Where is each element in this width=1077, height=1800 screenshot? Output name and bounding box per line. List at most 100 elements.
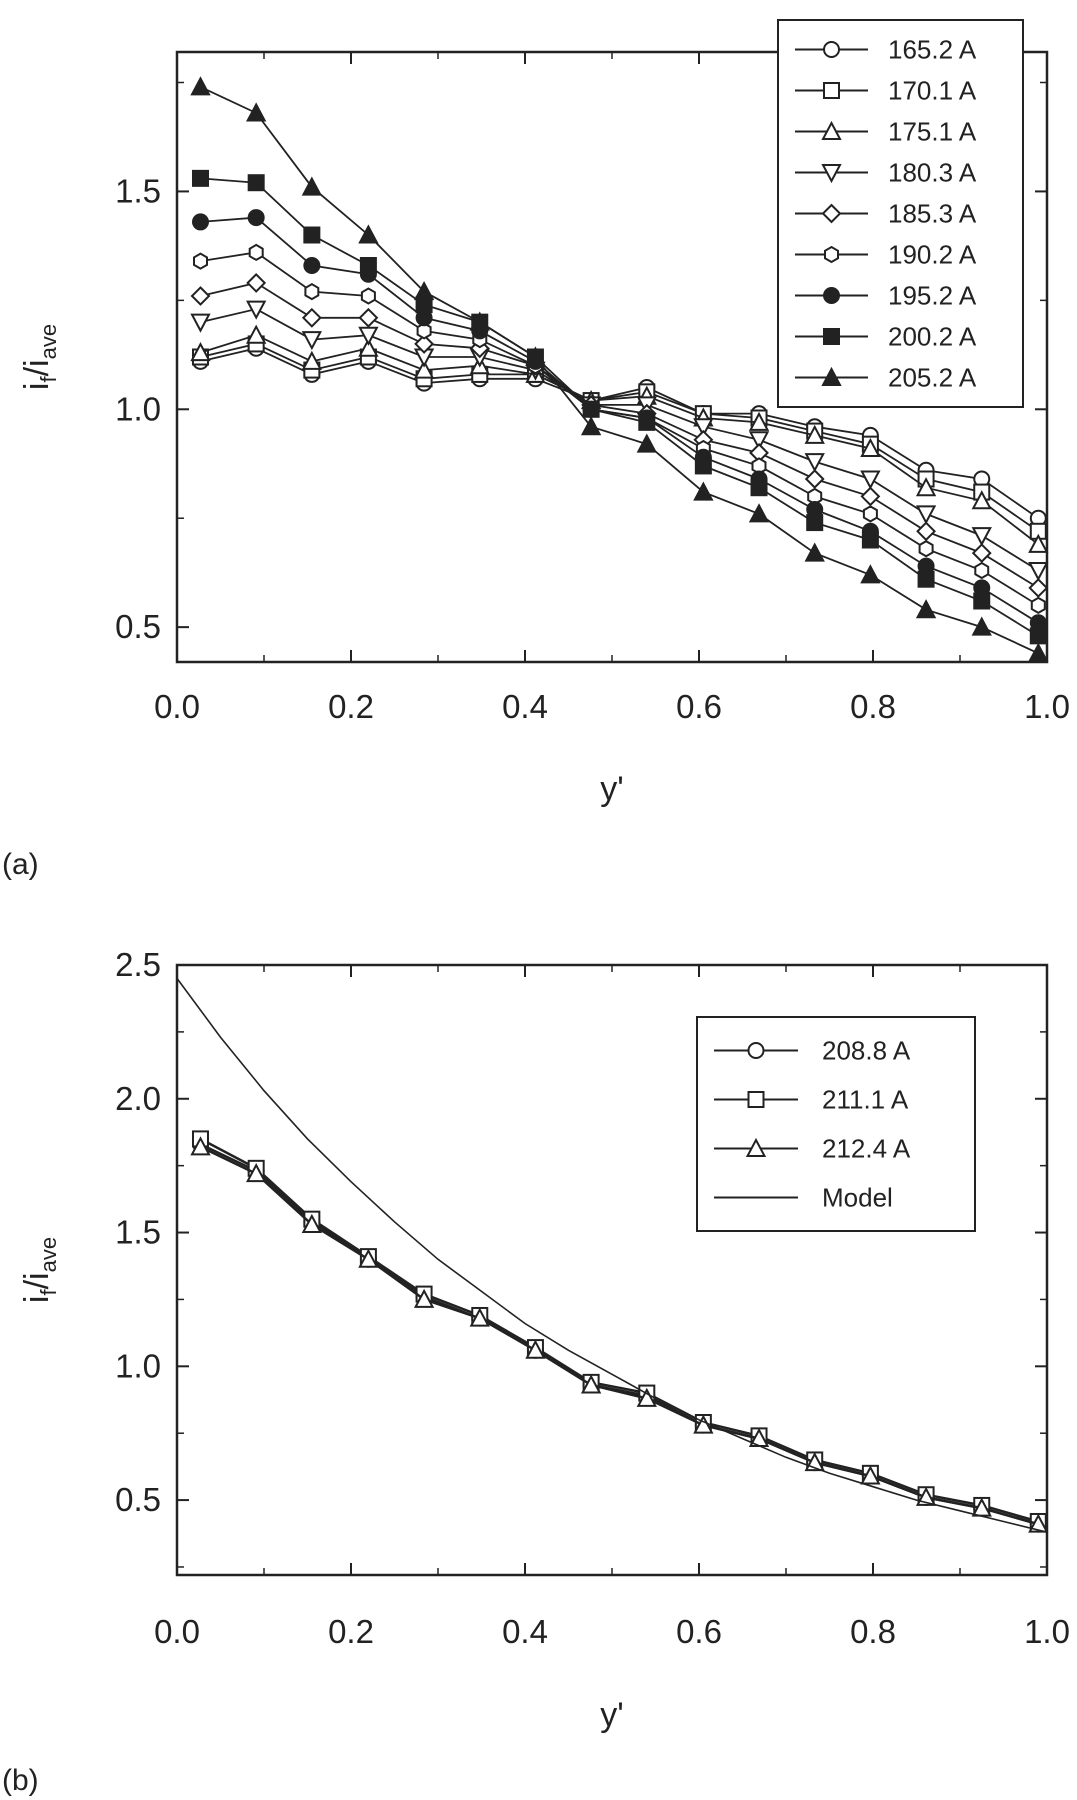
data-point xyxy=(974,561,990,580)
x-tick-label: 1.0 xyxy=(1024,1613,1070,1650)
data-point xyxy=(301,1213,323,1234)
data-point xyxy=(301,350,323,370)
data-point xyxy=(359,257,377,274)
data-point xyxy=(469,311,490,331)
x-axis-label: y' xyxy=(600,770,624,808)
data-point xyxy=(748,411,770,431)
legend-label: 208.8 A xyxy=(822,1036,911,1066)
legend-marker xyxy=(824,245,839,264)
data-point xyxy=(862,505,878,523)
y-axis-label-sub2: ave xyxy=(36,324,61,359)
legend-marker xyxy=(823,41,840,58)
data-point xyxy=(190,76,211,96)
data-point xyxy=(301,331,323,351)
legend-label: 211.1 A xyxy=(822,1085,909,1115)
series-line xyxy=(200,342,1039,533)
y-axis-label-sub: f xyxy=(36,376,61,383)
legend-marker xyxy=(823,287,840,304)
data-point xyxy=(358,1248,379,1268)
data-point xyxy=(693,418,714,438)
legend-label: 180.3 A xyxy=(888,158,977,188)
legend-marker xyxy=(747,1042,765,1059)
data-point xyxy=(917,570,935,588)
data-point xyxy=(1030,596,1046,615)
data-point xyxy=(915,477,937,497)
x-tick-label: 1.0 xyxy=(1024,688,1070,725)
y-axis-label-sub: f xyxy=(36,1289,61,1296)
data-point xyxy=(413,1288,435,1308)
data-point xyxy=(304,282,320,301)
legend-marker xyxy=(821,120,842,140)
data-point xyxy=(246,273,267,293)
data-point xyxy=(971,543,992,563)
y-tick-label: 1.0 xyxy=(115,1347,161,1384)
data-point xyxy=(190,342,211,362)
legend-label: 200.2 A xyxy=(888,322,977,352)
data-point xyxy=(916,521,936,542)
data-point xyxy=(190,286,211,306)
data-point xyxy=(360,287,376,305)
legend-label: 175.1 A xyxy=(888,117,977,147)
legend-label: 190.2 A xyxy=(888,240,977,270)
data-point xyxy=(693,1414,714,1434)
series-line xyxy=(176,977,1048,1533)
legend-label: 170.1 A xyxy=(888,76,977,106)
data-point xyxy=(580,416,602,436)
series-line xyxy=(200,308,1039,572)
data-point xyxy=(301,176,323,196)
data-point xyxy=(525,346,546,366)
data-point xyxy=(971,527,992,547)
legend-label: 195.2 A xyxy=(888,281,977,311)
y-tick-label: 0.5 xyxy=(115,1481,161,1518)
legend-marker xyxy=(745,1137,767,1157)
data-point xyxy=(860,1465,881,1485)
data-point xyxy=(918,540,934,558)
legend-marker xyxy=(823,82,840,99)
data-point xyxy=(413,359,435,379)
data-point xyxy=(246,300,267,320)
x-tick-label: 0.0 xyxy=(154,1613,200,1650)
data-point xyxy=(971,616,992,636)
legend-label: Model xyxy=(822,1183,893,1213)
x-tick-label: 0.2 xyxy=(328,1613,374,1650)
data-point xyxy=(191,213,209,231)
data-point xyxy=(860,564,881,584)
legend-label: 205.2 A xyxy=(888,363,977,393)
data-point xyxy=(694,457,712,475)
data-point xyxy=(1028,578,1049,598)
panel-label: (a) xyxy=(2,848,39,881)
legend-label: 212.4 A xyxy=(822,1134,911,1164)
panel-a: 0.0 0.2 0.4 0.6 0.8 1.0 0.5 1.0 1.5 y' if/iave (a) 1… xyxy=(2,19,1070,881)
legend-label: 185.3 A xyxy=(888,199,977,229)
data-point xyxy=(915,505,937,525)
y-axis-label: if/iave xyxy=(18,1237,61,1303)
series-line xyxy=(199,1137,1039,1523)
panel-label: (b) xyxy=(2,1764,39,1797)
data-point xyxy=(525,1339,546,1359)
data-point xyxy=(860,470,881,490)
data-point xyxy=(636,1387,657,1407)
data-point xyxy=(303,226,321,244)
data-point xyxy=(804,469,825,489)
data-point xyxy=(1028,642,1049,662)
data-point xyxy=(748,503,770,523)
data-point xyxy=(303,257,321,274)
data-point xyxy=(973,592,991,610)
legend-marker xyxy=(823,328,840,345)
data-point xyxy=(636,433,657,453)
data-point xyxy=(804,453,825,473)
data-point xyxy=(247,174,265,192)
y-axis-label-main: i xyxy=(18,1296,56,1304)
data-point xyxy=(301,307,322,328)
x-tick-label: 0.0 xyxy=(154,688,200,725)
y-tick-label: 1.0 xyxy=(115,390,161,427)
y-tick-label: 2.0 xyxy=(115,1080,161,1117)
data-point xyxy=(638,413,656,431)
data-point xyxy=(358,326,379,346)
data-point xyxy=(860,486,881,507)
data-point xyxy=(193,252,208,270)
data-point xyxy=(469,1307,490,1327)
data-point xyxy=(414,334,434,354)
data-point xyxy=(861,531,879,549)
